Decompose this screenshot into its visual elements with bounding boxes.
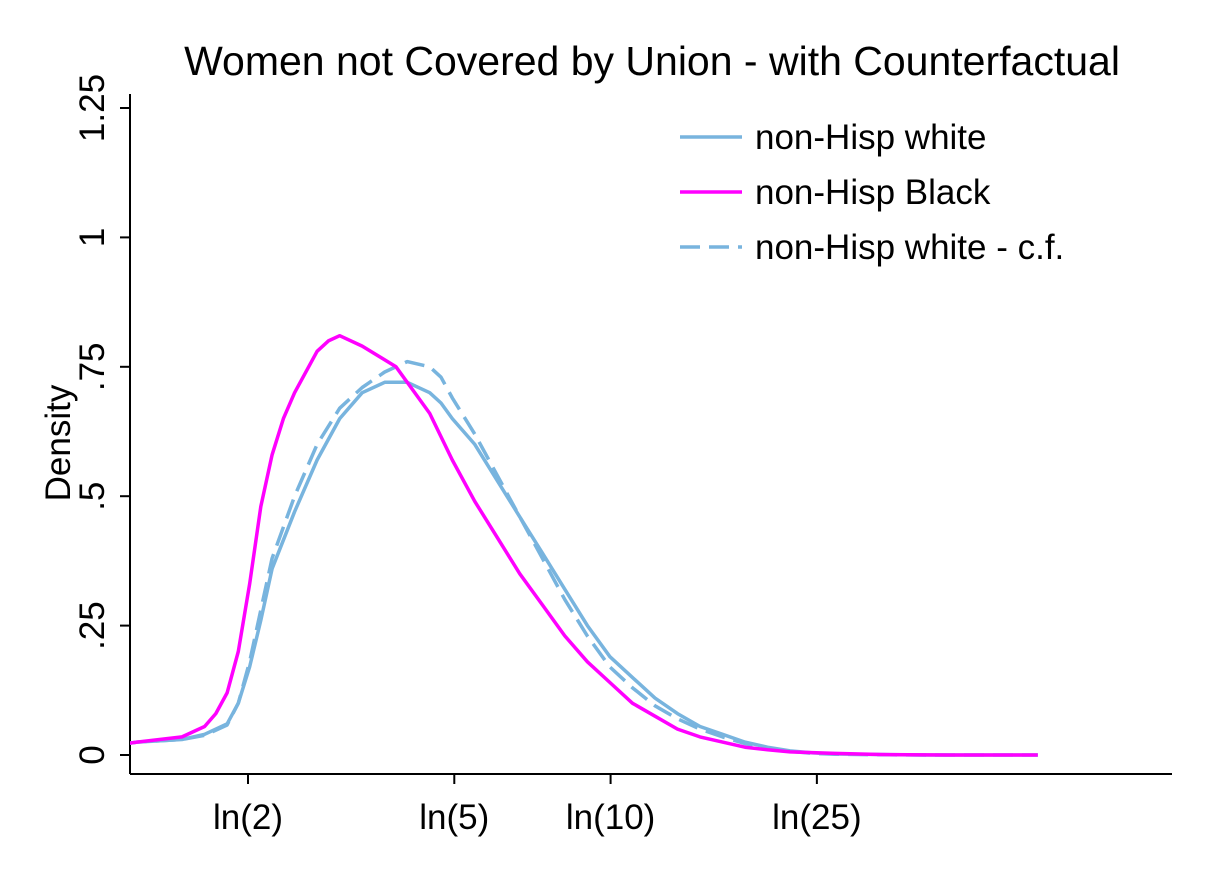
x-tick-label: ln(10) <box>566 798 655 837</box>
series-line-2 <box>130 359 1038 757</box>
y-tick-label: .5 <box>73 482 112 511</box>
x-tick-label: ln(25) <box>772 798 861 837</box>
legend-label-1: non-Hisp Black <box>755 173 991 212</box>
axes <box>129 94 1172 775</box>
series-line-1 <box>130 333 1038 757</box>
y-tick-label: 0 <box>73 745 112 764</box>
y-tick-label: 1 <box>73 228 112 247</box>
x-tick-label: ln(5) <box>419 798 489 837</box>
x-ticks: ln(2) ln(5) ln(10) ln(25) <box>213 774 862 837</box>
series-lines <box>130 333 1038 757</box>
chart-title: Women not Covered by Union - with Counte… <box>184 38 1120 84</box>
y-tick-label: .25 <box>73 601 112 650</box>
y-axis-label: Density <box>39 384 78 501</box>
y-ticks: 0 .25 .5 .75 1 1.25 <box>73 74 130 765</box>
series-line-0 <box>130 380 1038 757</box>
legend-label-0: non-Hisp white <box>755 118 987 157</box>
y-tick-label: .75 <box>73 342 112 391</box>
y-tick-label: 1.25 <box>73 74 112 142</box>
legend: non-Hisp white non-Hisp Black non-Hisp whi… <box>680 118 1064 267</box>
x-tick-label: ln(2) <box>213 798 283 837</box>
legend-label-2: non-Hisp white - c.f. <box>755 228 1064 267</box>
